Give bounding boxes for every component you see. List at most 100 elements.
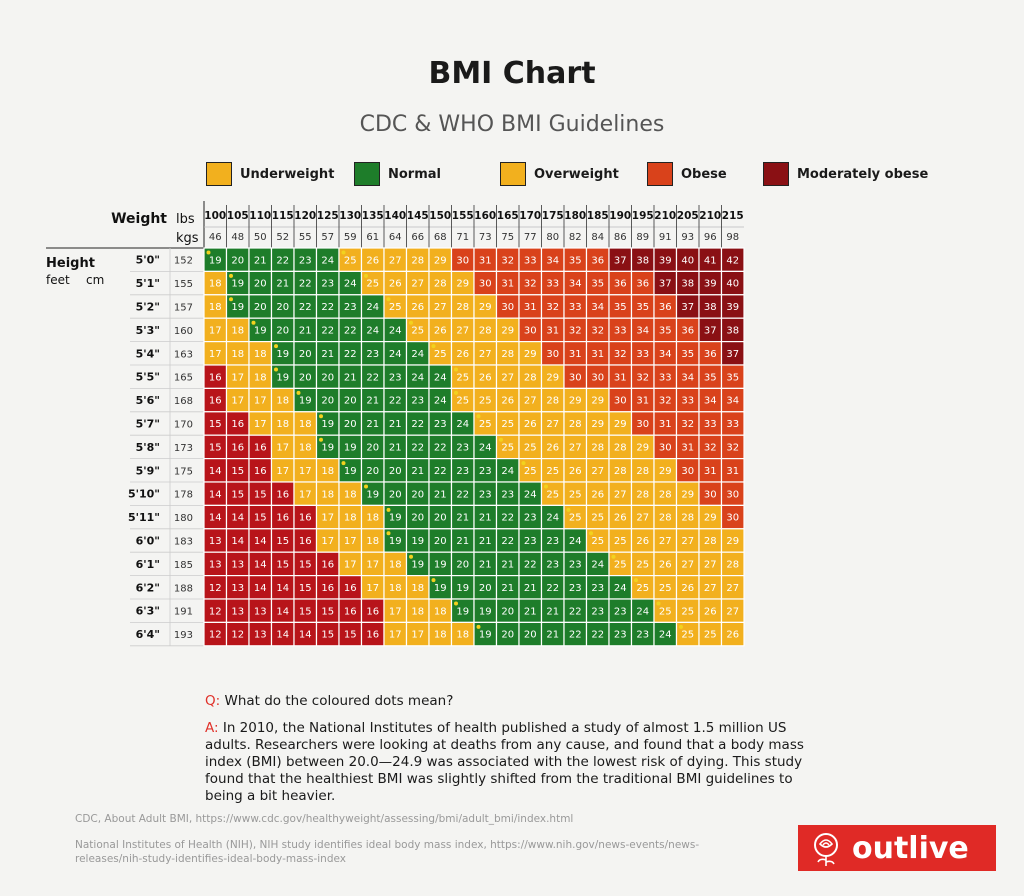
bmi-value: 40 [681,255,694,266]
bmi-value: 33 [569,302,582,313]
bmi-value: 29 [681,489,694,500]
bmi-value: 19 [231,302,244,313]
bmi-value: 25 [659,606,672,617]
bmi-value: 28 [569,419,582,430]
bmi-value: 28 [681,513,694,524]
bmi-value: 19 [299,396,312,407]
bmi-value: 19 [411,536,424,547]
question: Q: What do the coloured dots mean? [205,693,805,710]
legend-swatch [206,162,232,186]
bmi-value: 20 [479,583,492,594]
bmi-value: 25 [614,536,627,547]
bmi-value: 18 [411,583,424,594]
bmi-value: 27 [636,513,649,524]
weight-lbs-tick: 120 [294,210,316,222]
bmi-value: 18 [344,513,357,524]
bmi-value: 23 [524,513,537,524]
healthy-dot [274,344,278,349]
bmi-value: 15 [254,489,267,500]
bmi-value: 22 [456,489,469,500]
bmi-value: 24 [614,583,627,594]
bmi-value: 20 [231,255,244,266]
bmi-value: 16 [276,513,289,524]
bmi-value: 29 [591,396,604,407]
bmi-value: 18 [389,560,402,571]
cm-label: cm [86,273,104,287]
bmi-value: 26 [479,372,492,383]
bmi-value: 33 [546,279,559,290]
bmi-value: 38 [704,302,717,313]
bmi-value: 21 [501,560,514,571]
bmi-value: 23 [321,279,334,290]
bmi-value: 27 [726,606,739,617]
height-feet-tick: 5'7" [136,418,160,431]
bmi-value: 30 [614,396,627,407]
bmi-value: 18 [231,349,244,360]
healthy-dot [679,624,683,629]
bmi-value: 27 [726,583,739,594]
weight-lbs-tick: 110 [249,210,271,222]
weight-kgs-tick: 64 [389,232,402,243]
bmi-value: 15 [254,513,267,524]
bmi-value: 16 [321,560,334,571]
legend-swatch [354,162,380,186]
healthy-dot [409,320,413,325]
bmi-value: 20 [434,513,447,524]
bmi-value: 26 [636,536,649,547]
healthy-dot [341,250,346,255]
bmi-value: 38 [636,255,649,266]
weight-kgs-tick: 46 [209,232,222,243]
bmi-value: 22 [569,630,582,641]
bmi-value: 26 [411,302,424,313]
bmi-value: 23 [591,583,604,594]
bmi-value: 32 [569,326,582,337]
bmi-value: 25 [411,326,424,337]
bmi-value: 23 [456,466,469,477]
bmi-value: 25 [569,513,582,524]
bmi-value: 14 [276,606,289,617]
bmi-value: 15 [209,443,222,454]
answer-text: In 2010, the National Institutes of heal… [205,720,804,804]
bmi-value: 34 [546,255,559,266]
bmi-value: 18 [276,419,289,430]
bmi-value: 31 [501,279,514,290]
bmi-value: 27 [546,419,559,430]
bmi-value: 27 [681,560,694,571]
weight-kgs-tick: 89 [636,232,649,243]
bmi-value: 21 [299,326,312,337]
bmi-value: 14 [254,560,267,571]
bmi-value: 19 [434,560,447,571]
healthy-dot [431,344,436,349]
weight-kgs-tick: 82 [569,232,582,243]
bmi-value: 27 [591,466,604,477]
healthy-dot [319,437,323,442]
question-text: What do the coloured dots mean? [220,693,454,709]
bmi-value: 37 [614,255,627,266]
height-cm-tick: 193 [174,630,193,641]
bmi-value: 19 [479,606,492,617]
bmi-value: 22 [321,326,334,337]
bmi-value: 31 [636,396,649,407]
healthy-dot [454,601,458,606]
bmi-value: 17 [299,466,312,477]
height-feet-tick: 5'8" [136,441,160,454]
bmi-value: 15 [231,466,244,477]
bmi-value: 20 [389,489,402,500]
bmi-value: 19 [411,560,424,571]
bmi-value: 25 [434,349,447,360]
bmi-value: 36 [659,302,672,313]
bmi-value: 26 [726,630,739,641]
legend-label: Underweight [240,166,335,182]
height-cm-tick: 157 [174,303,193,314]
height-cm-tick: 165 [174,373,193,384]
bmi-value: 24 [456,419,469,430]
bmi-value: 30 [546,349,559,360]
bmi-value: 12 [209,630,222,641]
bmi-value: 28 [479,326,492,337]
bmi-value: 24 [434,372,447,383]
bmi-value: 12 [231,630,244,641]
bmi-value: 15 [321,606,334,617]
bmi-value: 28 [501,349,514,360]
bmi-value: 32 [636,372,649,383]
bmi-value: 18 [366,536,379,547]
